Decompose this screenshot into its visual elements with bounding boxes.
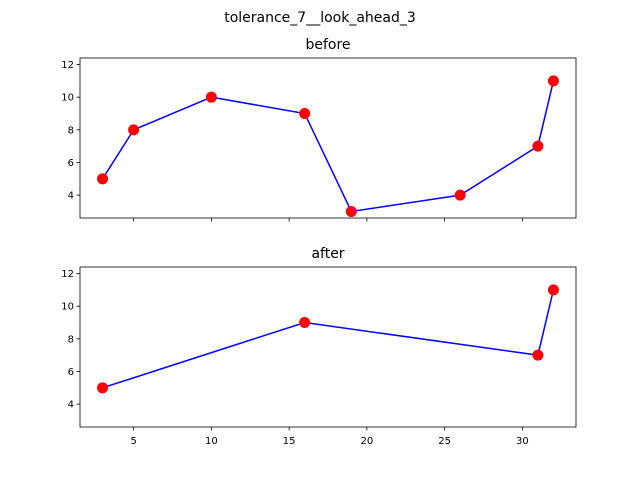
- plot-before-title: before: [305, 37, 350, 53]
- data-point: [547, 75, 559, 87]
- y-tick-label: 10: [61, 93, 74, 104]
- plot-after-marks: 4 6 8 10 12 5 10 15 20 25 30: [61, 266, 577, 447]
- data-point: [205, 91, 217, 103]
- x-tick-label: 20: [361, 436, 374, 447]
- plot-after-title: after: [311, 246, 344, 262]
- x-tick-label: 5: [130, 436, 136, 447]
- x-tick-label: 30: [516, 436, 529, 447]
- data-point: [532, 349, 544, 361]
- y-tick-label: 4: [68, 191, 74, 202]
- y-tick-label: 6: [68, 158, 74, 169]
- x-tick-label: 25: [438, 436, 451, 447]
- data-point: [97, 382, 109, 394]
- data-point: [547, 284, 559, 296]
- axes-frame: [79, 266, 577, 428]
- figure-title: tolerance_7__look_ahead_3: [224, 10, 416, 26]
- axes-frame: [79, 57, 577, 219]
- series-line: [101, 80, 555, 213]
- data-point: [454, 189, 466, 201]
- x-tick-label: 10: [205, 436, 218, 447]
- series-line: [102, 289, 555, 389]
- plot-after: after 4 6 8 10 12 5 10 15 20 25 30: [61, 246, 577, 447]
- y-tick-label: 8: [68, 334, 74, 345]
- data-point: [97, 173, 109, 185]
- y-tick-label: 12: [61, 269, 74, 280]
- data-point: [128, 124, 140, 136]
- data-point: [532, 140, 544, 152]
- data-point: [299, 108, 311, 120]
- plot-before-marks: 4 6 8 10 12: [61, 57, 577, 222]
- y-tick-label: 4: [68, 400, 74, 411]
- y-tick-label: 8: [68, 125, 74, 136]
- data-point: [299, 317, 311, 329]
- y-tick-label: 12: [61, 60, 74, 71]
- y-tick-label: 6: [68, 367, 74, 378]
- x-tick-label: 15: [283, 436, 296, 447]
- y-tick-label: 10: [61, 302, 74, 313]
- plot-before: before 4 6 8 10 12: [61, 37, 577, 222]
- data-point: [345, 205, 357, 217]
